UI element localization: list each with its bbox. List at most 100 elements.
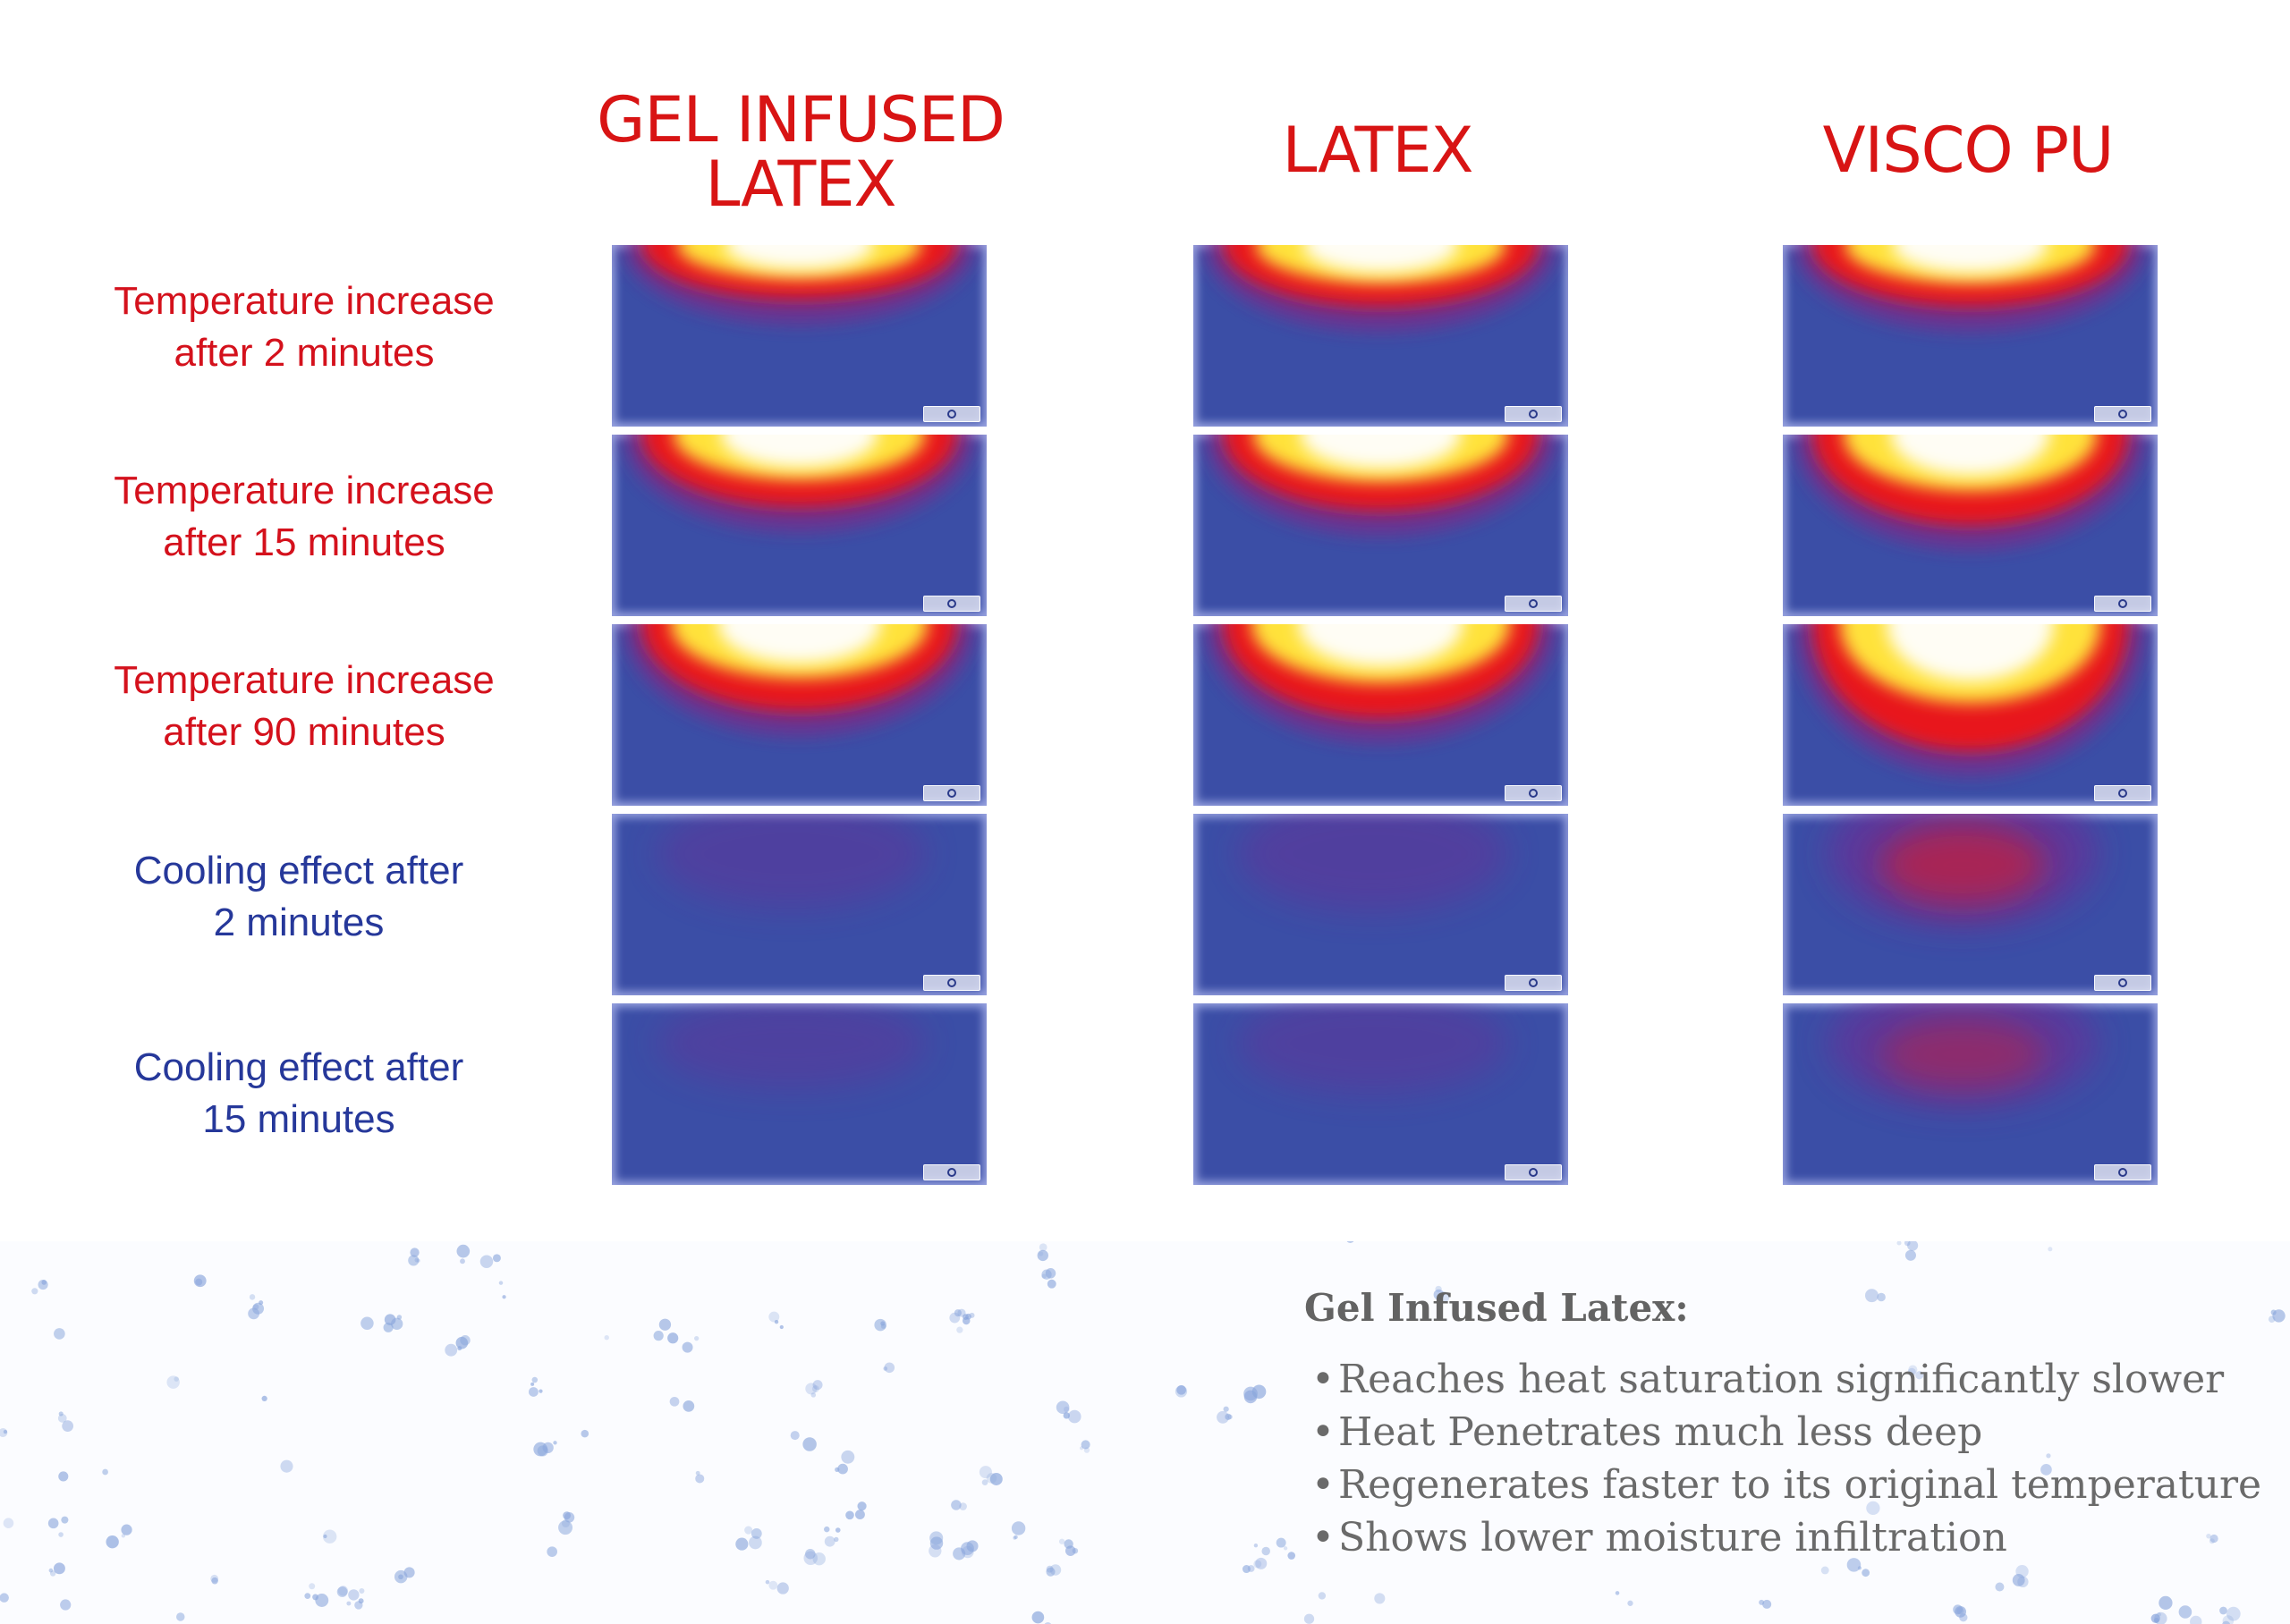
thermal-map: [623, 435, 976, 533]
speckle-dot: [359, 1588, 365, 1594]
thermal-map: [1204, 435, 1557, 537]
speckle-dot: [1318, 1592, 1327, 1600]
speckle-dot: [38, 1280, 48, 1290]
speckle-dot: [1877, 1292, 1886, 1302]
speckle-dot: [683, 1400, 695, 1412]
speckle-dot: [530, 1382, 535, 1386]
speckle-dot: [252, 1302, 265, 1315]
notes-item: Shows lower moisture infiltration: [1304, 1511, 2261, 1564]
thermal-panel-heat-90-visco: [1783, 624, 2158, 806]
thermal-panel-heat-90-latex: [1193, 624, 1568, 806]
speckle-dot: [1056, 1400, 1070, 1415]
residual-purple-zone: [657, 814, 927, 909]
speckle-dot: [1081, 1440, 1090, 1450]
speckle-dot: [336, 1586, 348, 1597]
thermal-panel-heat-90-gel: [612, 624, 987, 806]
speckle-dot: [1083, 1447, 1090, 1453]
speckle-dot: [358, 1598, 364, 1604]
speckle-dot: [857, 1501, 867, 1511]
speckle-dot: [1063, 1412, 1071, 1419]
thermal-panel-heat-2-visco: [1783, 245, 2158, 427]
speckle-dot: [669, 1396, 680, 1407]
watermark-logo: [923, 785, 980, 801]
speckle-dot: [854, 1510, 865, 1520]
watermark-logo: [923, 596, 980, 612]
speckle-dot: [841, 1450, 855, 1464]
notes-list: Reaches heat saturation significantly sl…: [1304, 1353, 2261, 1564]
speckle-dot: [58, 1532, 64, 1537]
logo-ring-icon: [947, 599, 956, 608]
watermark-logo: [1505, 406, 1562, 422]
speckle-dot: [1261, 1546, 1270, 1556]
speckle-dot: [2178, 1605, 2192, 1619]
speckle-dot: [3, 1429, 8, 1434]
notes-item: Reaches heat saturation significantly sl…: [1304, 1353, 2261, 1406]
watermark-logo: [1505, 1164, 1562, 1180]
heat-white-zone: [1890, 435, 2050, 476]
speckle-dot: [2154, 1611, 2167, 1624]
speckle-dot: [880, 1324, 886, 1329]
speckle-dot: [1762, 1599, 1772, 1609]
speckle-dot: [812, 1552, 826, 1566]
speckle-dot: [60, 1599, 72, 1611]
speckle-dot: [1896, 1241, 1902, 1246]
column-title-line: LATEX: [705, 148, 897, 221]
speckle-dot: [211, 1577, 218, 1585]
speckle-dot: [1067, 1409, 1081, 1424]
thermal-map: [1828, 1003, 2098, 1107]
logo-ring-icon: [947, 1168, 956, 1177]
speckle-dot: [1907, 1241, 1919, 1251]
speckle-dot: [58, 1411, 64, 1417]
speckle-dot: [479, 1255, 494, 1269]
speckle-dot: [1287, 1552, 1296, 1560]
speckle-dot: [195, 1278, 203, 1286]
speckle-dot: [1079, 1446, 1084, 1451]
speckle-dot: [581, 1429, 589, 1438]
watermark-logo: [1505, 596, 1562, 612]
speckle-dot: [774, 1319, 779, 1324]
speckle-dot: [653, 1330, 664, 1341]
speckle-dot: [1058, 1538, 1065, 1544]
thermal-map: [657, 1003, 927, 1089]
speckle-dot: [1253, 1560, 1262, 1569]
speckle-dot: [749, 1535, 762, 1550]
speckle-dot: [776, 1582, 789, 1594]
thermal-panel-heat-2-latex: [1193, 245, 1568, 427]
column-title-line: GEL INFUSED: [597, 83, 1005, 156]
speckle-dot: [498, 1281, 504, 1285]
thermal-map: [1828, 814, 2098, 926]
speckle-dot: [2153, 1618, 2159, 1623]
thermal-panel-heat-15-latex: [1193, 435, 1568, 616]
heat-white-zone: [725, 245, 874, 270]
speckle-dot: [346, 1601, 352, 1606]
speckle-dot: [1251, 1384, 1267, 1400]
row-label-heat-15: Temperature increase after 15 minutes: [72, 465, 537, 569]
speckle-dot: [564, 1512, 575, 1523]
speckle-dot: [1242, 1564, 1251, 1574]
speckle-dot: [824, 1535, 835, 1547]
speckle-dot: [323, 1534, 327, 1539]
row-label-line: after 2 minutes: [174, 331, 435, 375]
speckle-dot: [810, 1392, 817, 1398]
speckle-dot: [929, 1536, 944, 1550]
logo-ring-icon: [2118, 599, 2127, 608]
thermal-panel-heat-15-gel: [612, 435, 987, 616]
row-label-cool-15: Cooling effect after 15 minutes: [66, 1042, 531, 1146]
row-label-heat-90: Temperature increase after 90 minutes: [72, 655, 537, 758]
speckle-dot: [391, 1317, 403, 1331]
speckle-dot: [1904, 1249, 1916, 1261]
speckle-dot: [951, 1500, 962, 1510]
speckle-dot: [604, 1335, 609, 1341]
speckle-dot: [1627, 1600, 1633, 1606]
speckle-dot: [348, 1589, 360, 1601]
speckle-dot: [1253, 1544, 1259, 1548]
speckle-dot: [695, 1474, 705, 1484]
speckle-dot: [2017, 1576, 2029, 1587]
speckle-dot: [2048, 1247, 2053, 1252]
residual-purple-zone: [1238, 814, 1508, 912]
speckle-dot: [408, 1255, 420, 1266]
column-title-line: LATEX: [1282, 114, 1474, 187]
speckle-dot: [1013, 1535, 1017, 1540]
speckle-dot: [949, 1312, 961, 1324]
speckle-dot: [53, 1562, 65, 1575]
